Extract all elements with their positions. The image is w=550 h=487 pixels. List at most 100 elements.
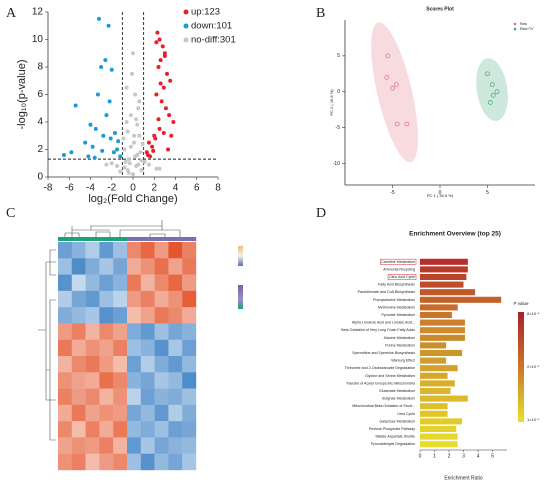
point — [88, 122, 93, 127]
bar — [420, 258, 468, 265]
point — [485, 71, 490, 77]
column-group — [182, 237, 197, 241]
heatmap-cell — [99, 453, 114, 471]
point — [83, 140, 88, 145]
point — [73, 103, 78, 108]
point — [154, 166, 159, 171]
x-tick-label: 4 — [173, 183, 179, 194]
heatmap-cell — [140, 307, 155, 324]
x-tick-label: 2 — [151, 183, 157, 194]
heatmap-cell — [182, 404, 197, 422]
heatmap-cell — [168, 404, 183, 422]
legend-label: Raw — [520, 22, 527, 26]
y-axis-label: -log₁₀(p-value) — [16, 59, 28, 129]
heatmap-cell — [71, 258, 86, 275]
point — [157, 37, 162, 42]
point — [106, 23, 111, 28]
point — [112, 131, 117, 135]
point — [132, 133, 137, 138]
heatmap-cell — [140, 453, 155, 471]
point — [136, 162, 141, 167]
bar — [420, 334, 465, 341]
heatmap-cell — [168, 437, 183, 454]
y-tick-label: -10 — [333, 161, 340, 167]
category-label: Pentose Phosphate Pathway — [369, 427, 415, 431]
point — [122, 165, 127, 170]
x-tick-label: 3 — [462, 453, 465, 459]
point — [126, 157, 131, 162]
heatmap-cell — [113, 290, 128, 308]
heatmap-cell — [113, 258, 128, 275]
heatmap-cell — [99, 437, 114, 454]
category-label: Pantothenate and CoA Biosynthesis — [358, 290, 416, 294]
point — [161, 131, 166, 135]
heatmap-cell — [182, 453, 197, 471]
bar — [420, 281, 464, 288]
bar — [420, 372, 448, 379]
x-tick-label: -5 — [390, 190, 395, 196]
legend-title: P value — [514, 301, 529, 306]
heatmap-cell — [140, 437, 155, 454]
column-group — [154, 237, 169, 241]
point — [109, 161, 114, 166]
category-label: Phenylalanine Metabolism — [373, 298, 415, 302]
y-tick-label: 4 — [37, 117, 43, 128]
heatmap-cell — [127, 258, 141, 275]
heatmap-cell — [58, 258, 72, 275]
heatmap-cell — [85, 307, 100, 324]
colorbar-label: 1×10⁻¹ — [527, 417, 540, 422]
heatmap-cell — [154, 339, 169, 357]
legend-label: down:101 — [191, 21, 232, 32]
point — [384, 75, 390, 80]
point — [121, 136, 126, 141]
x-tick-label: -8 — [44, 183, 53, 194]
heatmap-cell — [127, 274, 141, 292]
point — [153, 136, 158, 141]
bar — [420, 418, 463, 425]
column-group — [140, 237, 155, 241]
point — [126, 170, 131, 175]
heatmap-cell — [154, 323, 169, 340]
point — [115, 164, 120, 168]
colorbar — [518, 312, 524, 422]
point — [107, 99, 112, 104]
point — [124, 120, 129, 124]
confidence-ellipse — [371, 22, 418, 163]
point — [154, 92, 159, 97]
heatmap-cell — [99, 372, 114, 389]
heatmap-cell — [140, 323, 155, 340]
heatmap-cell — [58, 421, 72, 438]
heatmap-cell — [154, 307, 169, 324]
heatmap-cell — [154, 437, 169, 454]
point — [124, 85, 129, 90]
column-group — [168, 237, 183, 241]
point — [393, 82, 399, 87]
heatmap-cell — [99, 388, 114, 406]
heatmap-cell — [85, 339, 100, 357]
point — [150, 144, 155, 149]
point — [118, 154, 123, 159]
heatmap-cell — [113, 323, 128, 340]
panel-label: C — [6, 206, 15, 221]
point — [133, 92, 138, 97]
bar — [420, 289, 476, 296]
bar — [420, 425, 457, 433]
point — [132, 140, 137, 145]
point — [125, 129, 130, 134]
heatmap-cell — [168, 356, 183, 373]
confidence-ellipse — [476, 58, 508, 122]
heatmap-cell — [168, 421, 183, 438]
category-label: Malate-Aspartate Shuttle — [375, 435, 415, 439]
point — [154, 40, 159, 45]
point — [390, 85, 395, 91]
heatmap-cell — [113, 307, 128, 324]
heatmap-cell — [71, 404, 86, 422]
heatmap-cell — [113, 404, 128, 422]
point — [127, 161, 132, 166]
heatmap-cell — [58, 242, 72, 259]
point — [134, 117, 139, 122]
point — [139, 168, 144, 173]
heatmap-cell — [168, 242, 183, 259]
point — [489, 82, 495, 87]
